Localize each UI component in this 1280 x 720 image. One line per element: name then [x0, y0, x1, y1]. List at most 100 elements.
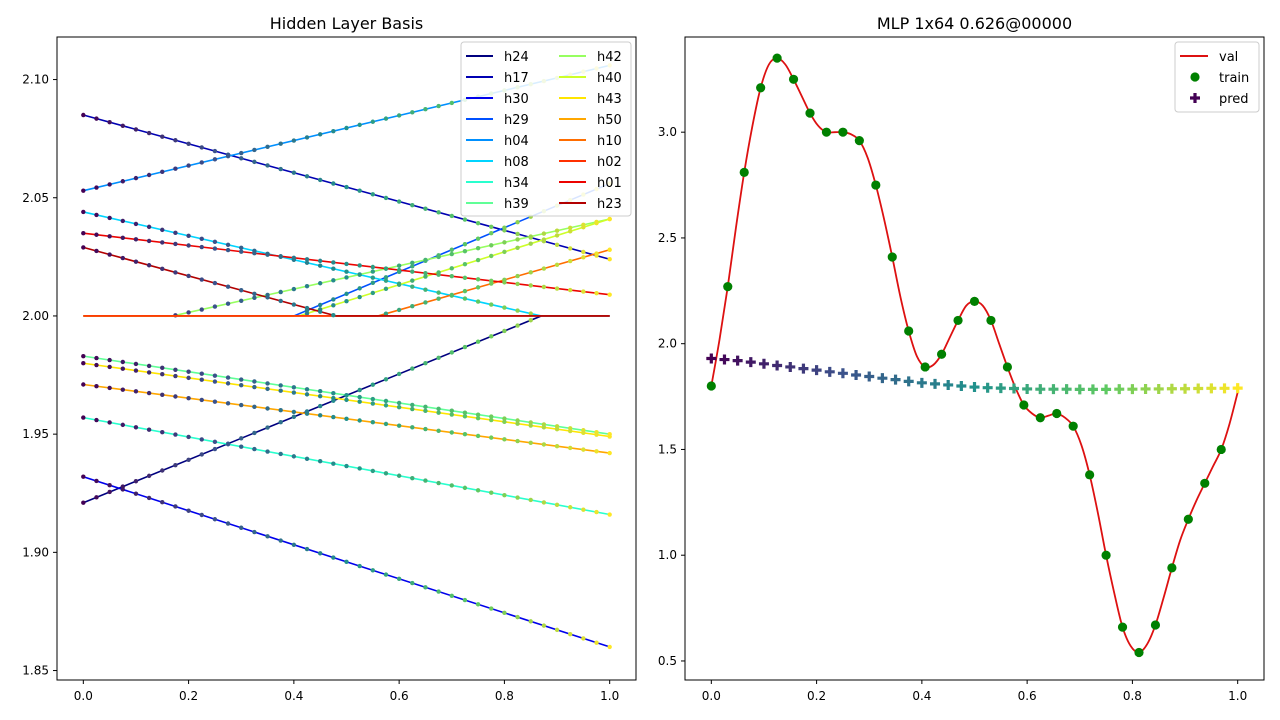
series-point-h34	[331, 461, 336, 466]
series-point-h04	[133, 175, 139, 181]
legend-label-h24: h24	[504, 50, 529, 65]
series-point-h29	[410, 264, 415, 269]
series-point-h30	[304, 546, 310, 552]
series-point-h30	[199, 512, 204, 518]
series-point-h08	[383, 278, 389, 283]
pred-point	[745, 357, 756, 368]
series-point-h17	[568, 246, 573, 251]
series-point-h40	[423, 274, 428, 279]
train-point	[1167, 563, 1177, 573]
series-point-h42	[344, 275, 349, 280]
series-point-h50	[107, 385, 112, 391]
series-point-h23	[278, 298, 283, 304]
series-point-h24	[252, 430, 257, 436]
series-point-h01	[607, 292, 612, 297]
series-point-h42	[475, 246, 481, 251]
series-point-h30	[462, 597, 468, 603]
series-point-h24	[502, 328, 507, 334]
series-point-h34	[317, 459, 323, 464]
series-point-h17	[186, 141, 191, 147]
series-point-h50	[568, 445, 573, 451]
series-point-h30	[607, 644, 612, 650]
y-tick-label: 2.00	[22, 309, 49, 323]
series-point-h24	[396, 371, 402, 377]
y-tick-label: 0.5	[658, 654, 677, 668]
series-point-h01	[423, 270, 428, 276]
series-point-h40	[568, 229, 573, 234]
series-point-h34	[291, 454, 297, 459]
series-point-h08	[212, 239, 218, 245]
series-point-h50	[173, 394, 178, 399]
series-point-h24	[81, 500, 86, 505]
series-point-h08	[370, 275, 376, 280]
series-point-h24	[436, 355, 441, 361]
x-tick-label: 0.8	[495, 689, 514, 703]
series-point-h39	[278, 383, 283, 388]
series-point-h04	[436, 103, 441, 109]
series-point-h10	[528, 270, 533, 275]
series-point-h42	[186, 310, 191, 315]
pred-point	[1061, 384, 1072, 395]
series-point-h01	[107, 234, 112, 239]
series-point-h50	[212, 399, 218, 404]
series-point-h30	[120, 487, 126, 492]
series-point-h39	[225, 375, 231, 380]
series-point-h43	[81, 361, 86, 366]
series-point-h39	[160, 365, 165, 371]
y-tick-label: 1.95	[22, 427, 49, 441]
series-point-h34	[146, 427, 152, 432]
pred-point	[1219, 383, 1230, 394]
series-point-h39	[173, 367, 178, 372]
series-point-h29	[357, 286, 362, 291]
series-point-h04	[331, 128, 336, 134]
series-point-h50	[120, 387, 126, 392]
series-point-h08	[81, 209, 86, 215]
legend: val train pred	[1174, 41, 1260, 113]
series-point-h39	[410, 402, 415, 408]
series-point-h42	[317, 281, 323, 286]
series-point-h23	[146, 263, 152, 268]
legend-label-h17: h17	[504, 71, 529, 86]
series-point-h34	[581, 507, 586, 512]
series-point-h17	[423, 206, 428, 211]
series-point-h30	[278, 538, 283, 543]
series-point-h01	[528, 283, 533, 288]
series-point-h04	[186, 163, 191, 168]
series-point-h01	[475, 277, 481, 282]
series-point-h30	[94, 478, 99, 484]
series-point-h50	[344, 416, 349, 421]
series-point-h01	[212, 246, 218, 251]
series-point-h43	[133, 368, 139, 373]
series-point-h34	[449, 483, 454, 488]
series-point-h34	[436, 480, 441, 486]
series-point-h24	[291, 414, 297, 420]
series-point-h50	[81, 382, 86, 387]
series-point-h43	[252, 384, 257, 390]
series-point-h34	[239, 444, 244, 449]
series-point-h24	[449, 350, 454, 355]
series-point-h39	[383, 398, 389, 404]
series-point-h42	[239, 298, 244, 303]
legend-label-h42: h42	[597, 50, 622, 65]
series-point-h39	[502, 416, 507, 421]
series-point-h04	[81, 188, 86, 193]
legend-label-h10: h10	[597, 134, 622, 149]
series-point-h43	[265, 386, 270, 392]
series-point-h08	[133, 221, 139, 227]
x-tick-label: 1.0	[600, 689, 619, 703]
x-tick-label: 1.0	[1228, 689, 1247, 703]
series-point-h23	[265, 295, 270, 300]
series-point-h08	[528, 311, 533, 316]
series-point-h42	[370, 269, 376, 274]
train-point	[969, 296, 980, 306]
series-point-h23	[225, 284, 231, 289]
series-point-h42	[423, 257, 428, 263]
series-point-h17	[133, 127, 139, 132]
series-point-h50	[146, 390, 152, 396]
series-line-h23	[83, 246, 610, 317]
series-point-h40	[515, 245, 520, 250]
series-point-h08	[107, 215, 112, 221]
series-point-h04	[265, 144, 270, 150]
x-tick-label: 0.4	[912, 689, 931, 703]
series-point-h34	[554, 502, 560, 508]
